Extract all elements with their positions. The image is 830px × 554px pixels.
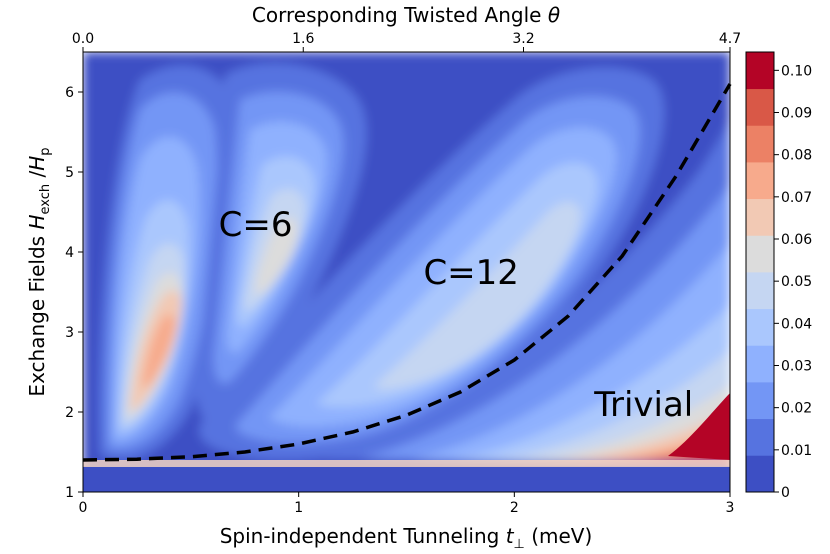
top-axis-label: Corresponding Twisted Angle θ xyxy=(252,3,560,27)
colorbar-tick-label: 0 xyxy=(781,485,790,501)
y-tick-label: 5 xyxy=(65,165,74,181)
y-axis-label: Exchange Fields Hexch /Hp xyxy=(25,147,53,396)
phase-boundary-line xyxy=(82,83,732,462)
middle-lobe xyxy=(196,63,367,425)
region-label-1: C=12 xyxy=(423,253,519,293)
colorbar-tick-label: 0.04 xyxy=(781,316,812,332)
region-label-2: Trivial xyxy=(593,385,693,425)
top-tick-label: 1.6 xyxy=(292,31,314,47)
top-tick-label: 4.7 xyxy=(719,31,741,47)
colorbar-band xyxy=(746,382,774,420)
colorbar-band xyxy=(746,162,774,200)
colorbar-tick-label: 0.09 xyxy=(781,106,812,122)
heatmap-field xyxy=(83,52,730,492)
colorbar-band xyxy=(746,125,774,163)
x-tick-label: 1 xyxy=(294,500,303,516)
colorbar-band xyxy=(746,88,774,126)
colorbar-tick-label: 0.07 xyxy=(781,190,812,206)
colorbar-band xyxy=(746,52,774,90)
boundary-glow xyxy=(83,460,730,467)
y-tick-label: 3 xyxy=(65,325,74,341)
colorbar-band xyxy=(746,308,774,346)
y-tick-label: 6 xyxy=(65,85,74,101)
colorbar-band xyxy=(746,198,774,236)
colorbar-tick-label: 0.10 xyxy=(781,63,812,79)
bottom-strip xyxy=(83,466,730,492)
x-tick-label: 3 xyxy=(726,500,735,516)
colorbar-band xyxy=(746,345,774,383)
x-tick-label: 0 xyxy=(79,500,88,516)
c12-band xyxy=(199,67,665,461)
colorbar-tick-label: 0.06 xyxy=(781,232,812,248)
y-tick-label: 2 xyxy=(65,405,74,421)
top-tick-label: 3.2 xyxy=(512,31,534,47)
y-tick-label: 1 xyxy=(65,485,74,501)
colorbar-band xyxy=(746,272,774,310)
colorbar-frame xyxy=(745,51,775,493)
top-tick-label: 0.0 xyxy=(72,31,94,47)
axes-frame xyxy=(82,51,731,493)
region-label-0: C=6 xyxy=(219,205,293,245)
colorbar-tick-label: 0.05 xyxy=(781,274,812,290)
colorbar-tick-label: 0.08 xyxy=(781,148,812,164)
colorbar xyxy=(745,51,775,493)
max-value-corner xyxy=(668,393,730,460)
colorbar-tick-label: 0.01 xyxy=(781,443,812,459)
colorbar-band xyxy=(746,235,774,273)
colorbar-tick-label: 0.02 xyxy=(781,401,812,417)
x-tick-label: 2 xyxy=(510,500,519,516)
x-axis-label: Spin-independent Tunneling t⊥ (meV) xyxy=(220,524,593,552)
colorbar-band xyxy=(746,455,774,493)
colorbar-tick-label: 0.03 xyxy=(781,359,812,375)
y-tick-label: 4 xyxy=(65,245,74,261)
colorbar-band xyxy=(746,418,774,456)
